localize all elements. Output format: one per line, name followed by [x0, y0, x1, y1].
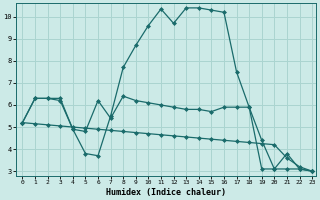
X-axis label: Humidex (Indice chaleur): Humidex (Indice chaleur) [106, 188, 226, 197]
